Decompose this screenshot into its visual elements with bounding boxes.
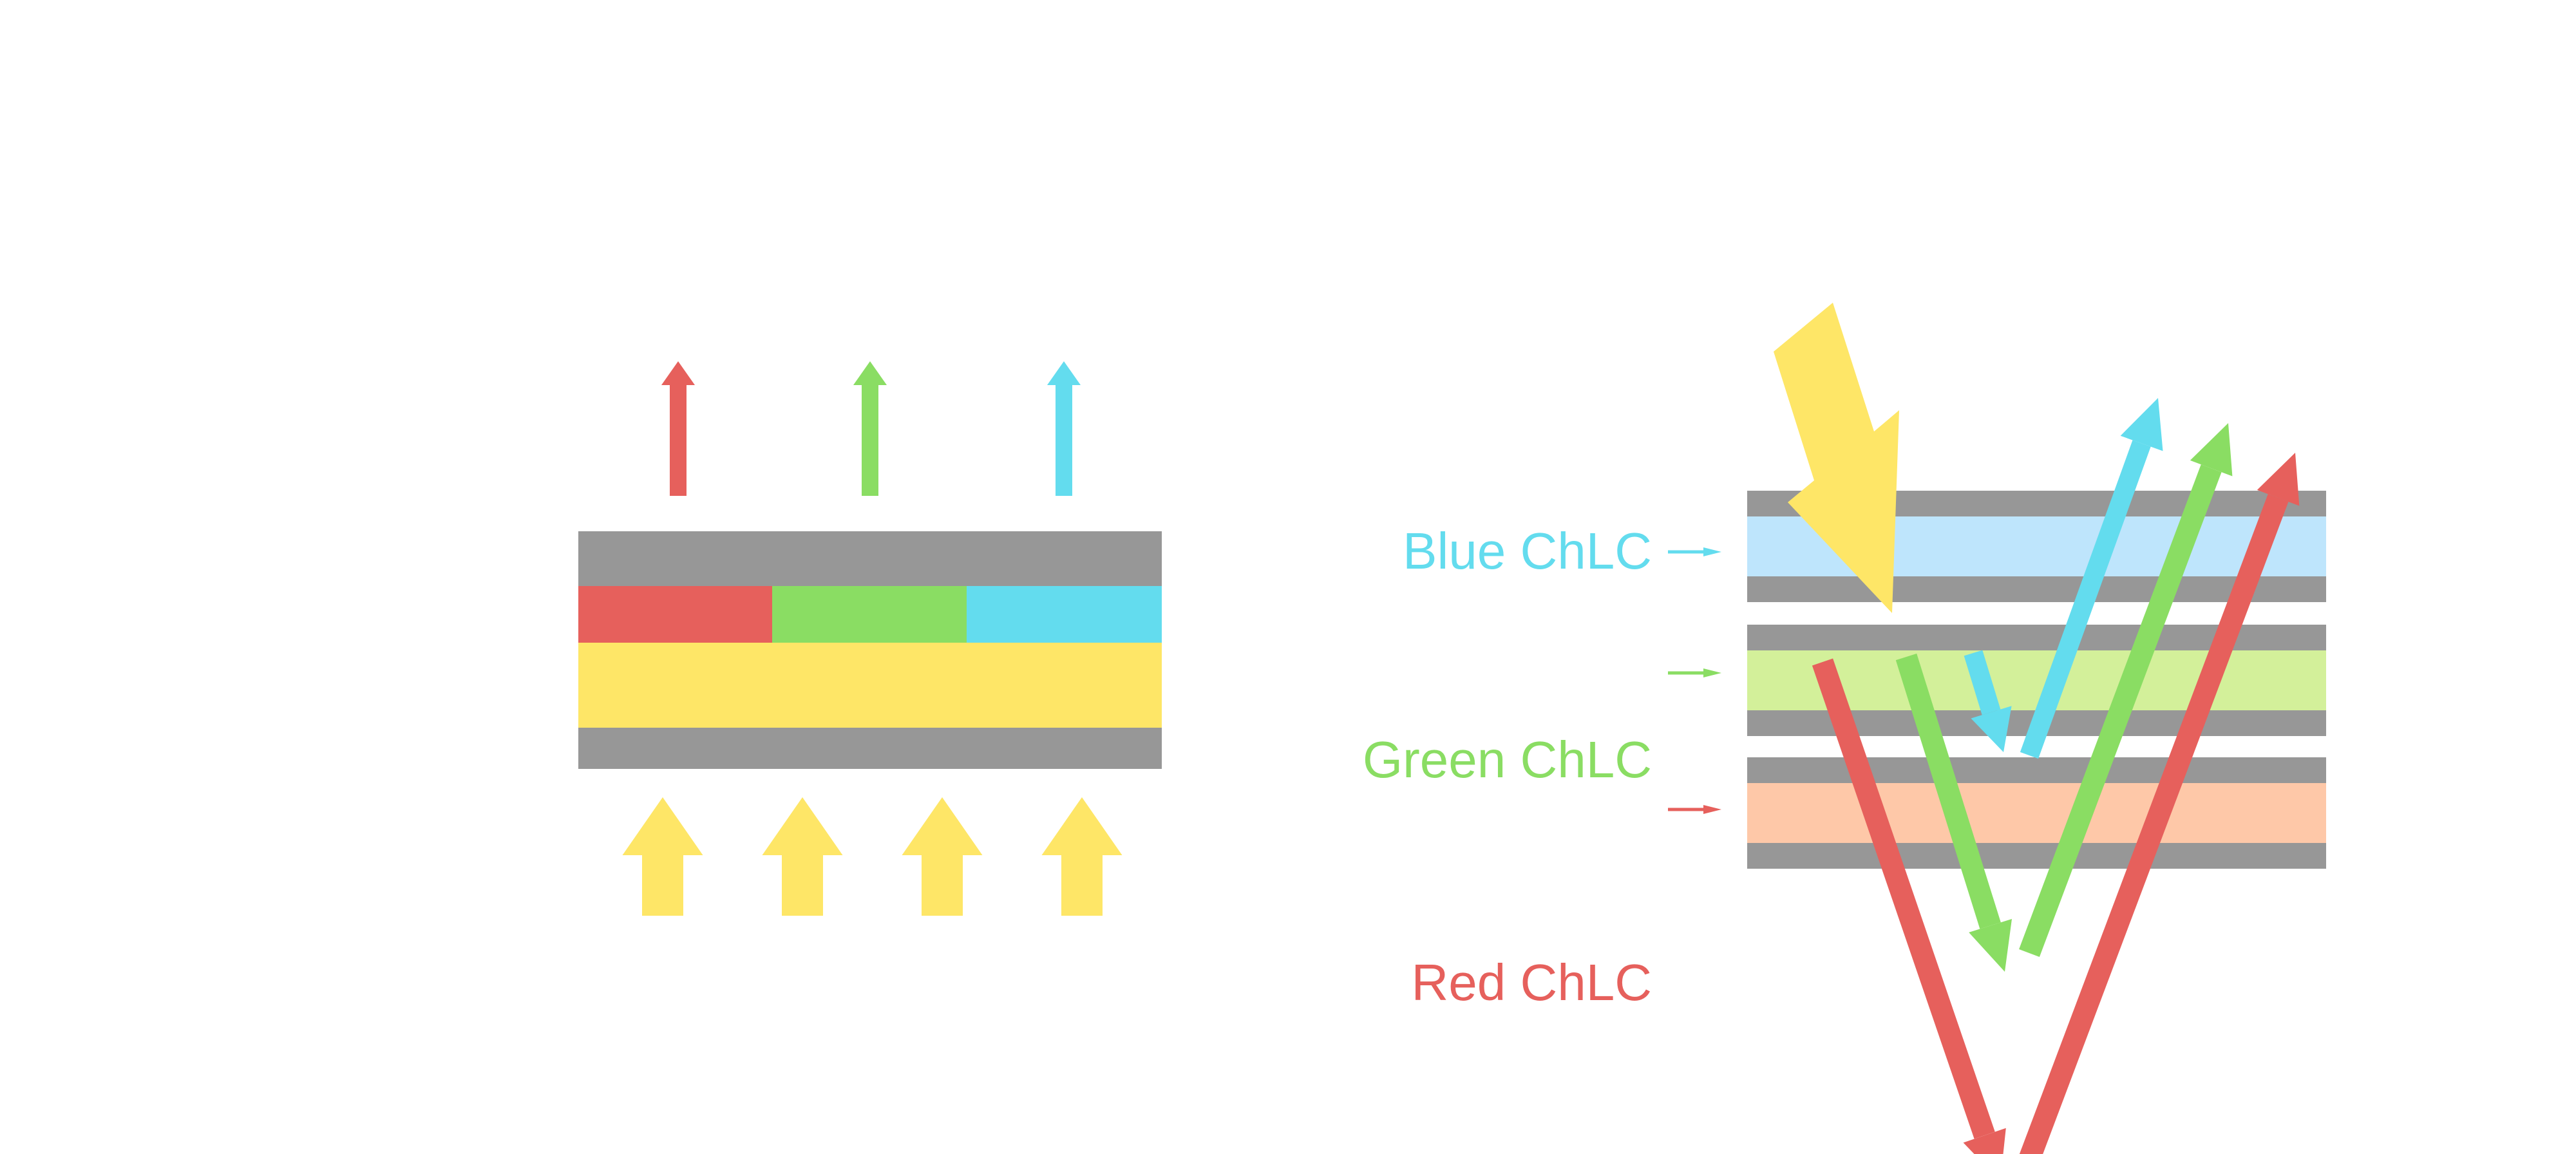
color-filter-red (578, 586, 772, 643)
blue-reflected-arrow-icon (2020, 398, 2163, 759)
arrow-shaft (1812, 658, 1995, 1139)
emitted-cyan-arrow-icon (1047, 361, 1081, 496)
arrow-head (853, 361, 887, 385)
arrow-shaft (862, 385, 878, 496)
backlight-layer (578, 643, 1162, 728)
arrow-shaft (670, 385, 687, 496)
green-incident-arrow-icon (1895, 653, 2012, 972)
bottom-glass-layer (578, 728, 1162, 769)
backlight-arrow-icon (902, 797, 983, 916)
label-pointer-arrow-icon (1668, 547, 1721, 556)
emitted-green-arrow-icon (853, 361, 887, 496)
arrow-shaft (1964, 650, 2001, 715)
label-green-chlc: Green ChLC (1363, 731, 1652, 788)
arrow-head (1703, 805, 1721, 814)
arrow-shaft (782, 855, 823, 916)
label-pointer-arrow-icon (1668, 668, 1721, 677)
arrow-shaft (2020, 440, 2151, 759)
red-reflected-arrow-icon (2019, 453, 2300, 1154)
arrow-shaft (1668, 808, 1703, 811)
arrow-head (902, 797, 983, 855)
arrow-head (661, 361, 695, 385)
backlight-arrow-icon (622, 797, 703, 916)
top-glass-layer (578, 531, 1162, 586)
color-filter-green (772, 586, 967, 643)
arrow-shaft (2019, 494, 2289, 1154)
arrow-head (1041, 797, 1122, 855)
backlight-arrow-icon (762, 797, 843, 916)
arrow-shaft (1668, 550, 1703, 554)
arrow-head (622, 797, 703, 855)
blue-incident-arrow-icon (1964, 650, 2012, 752)
chlc-reflective-diagram: Blue ChLC Green ChLC Red ChLC (1363, 303, 2326, 1154)
incident-light-arrow-icon (1774, 303, 1899, 613)
arrow-head (2120, 398, 2163, 451)
arrow-head (1963, 1128, 2006, 1154)
arrow-head (1969, 918, 2012, 972)
red-chlc-layer (1747, 783, 2326, 843)
red-incident-arrow-icon (1812, 658, 2006, 1154)
red-chlc-bottom-glass (1747, 843, 2326, 869)
backlit-lcd-diagram (578, 361, 1162, 916)
emitted-red-arrow-icon (661, 361, 695, 496)
green-reflected-arrow-icon (2019, 423, 2233, 957)
arrow-head (1047, 361, 1081, 385)
arrow-head (1703, 547, 1721, 556)
arrow-head (2257, 453, 2300, 506)
arrow-shaft (1061, 855, 1103, 916)
red-chlc-top-glass (1747, 757, 2326, 783)
arrow-head (1971, 706, 2012, 752)
label-red-chlc: Red ChLC (1411, 954, 1652, 1011)
arrow-shaft (1056, 385, 1072, 496)
label-blue-chlc: Blue ChLC (1403, 522, 1652, 580)
arrow-head (762, 797, 843, 855)
color-filter-cyan (967, 586, 1162, 643)
arrow-shaft (1895, 653, 2001, 929)
arrow-shaft (2019, 464, 2222, 957)
backlight-arrow-icon (1041, 797, 1122, 916)
arrow-head (2190, 423, 2233, 477)
label-pointer-arrow-icon (1668, 805, 1721, 814)
arrow-shaft (642, 855, 683, 916)
arrow-shaft (922, 855, 963, 916)
arrow-head (1703, 668, 1721, 677)
arrow-shaft (1668, 671, 1703, 675)
